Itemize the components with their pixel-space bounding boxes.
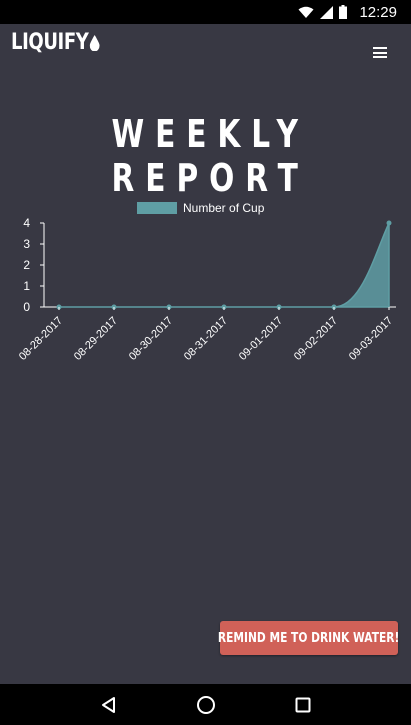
y-tick-label: 2 [23, 258, 30, 272]
wifi-icon [298, 6, 314, 18]
app-header: LIQUIFY [0, 24, 411, 80]
y-tick-label: 3 [23, 237, 30, 251]
series-area [59, 222, 390, 308]
legend-swatch [137, 202, 177, 214]
x-tick-label: 08-28-2017 [17, 315, 65, 363]
weekly-chart: Number of Cup 0 1 2 3 4 08-28-2017 08-29-2017 08… [0, 190, 411, 390]
x-tick-label: 08-29-2017 [72, 315, 120, 363]
signal-icon [320, 5, 334, 19]
home-icon[interactable] [191, 690, 221, 720]
y-tick-label: 4 [23, 216, 30, 230]
app-logo[interactable]: LIQUIFY [11, 30, 100, 55]
data-point-09-03-2017 [386, 220, 392, 226]
hamburger-menu-icon[interactable] [373, 47, 387, 58]
remind-me-label: REMIND ME TO DRINK WATER! [218, 630, 400, 646]
x-tick-label: 08-30-2017 [127, 315, 175, 363]
water-drop-icon [90, 34, 100, 51]
android-nav-bar [0, 684, 411, 725]
x-tick-label: 09-02-2017 [292, 315, 340, 363]
x-tick-label: 08-31-2017 [182, 315, 230, 363]
back-icon[interactable] [94, 690, 124, 720]
y-tick-label: 1 [23, 279, 30, 293]
y-tick-label: 0 [23, 300, 30, 314]
battery-icon [339, 5, 348, 19]
status-time: 12:29 [359, 3, 397, 21]
legend-label: Number of Cup [183, 201, 265, 215]
page-title: WEEKLY REPORT [111, 112, 309, 200]
recents-icon[interactable] [288, 690, 318, 720]
x-tick-label: 09-01-2017 [237, 315, 285, 363]
remind-me-button[interactable]: REMIND ME TO DRINK WATER! [218, 621, 400, 655]
x-tick-label: 09-03-2017 [347, 315, 395, 363]
logo-text: LIQUIFY [11, 30, 89, 55]
status-bar: 12:29 [0, 0, 411, 24]
